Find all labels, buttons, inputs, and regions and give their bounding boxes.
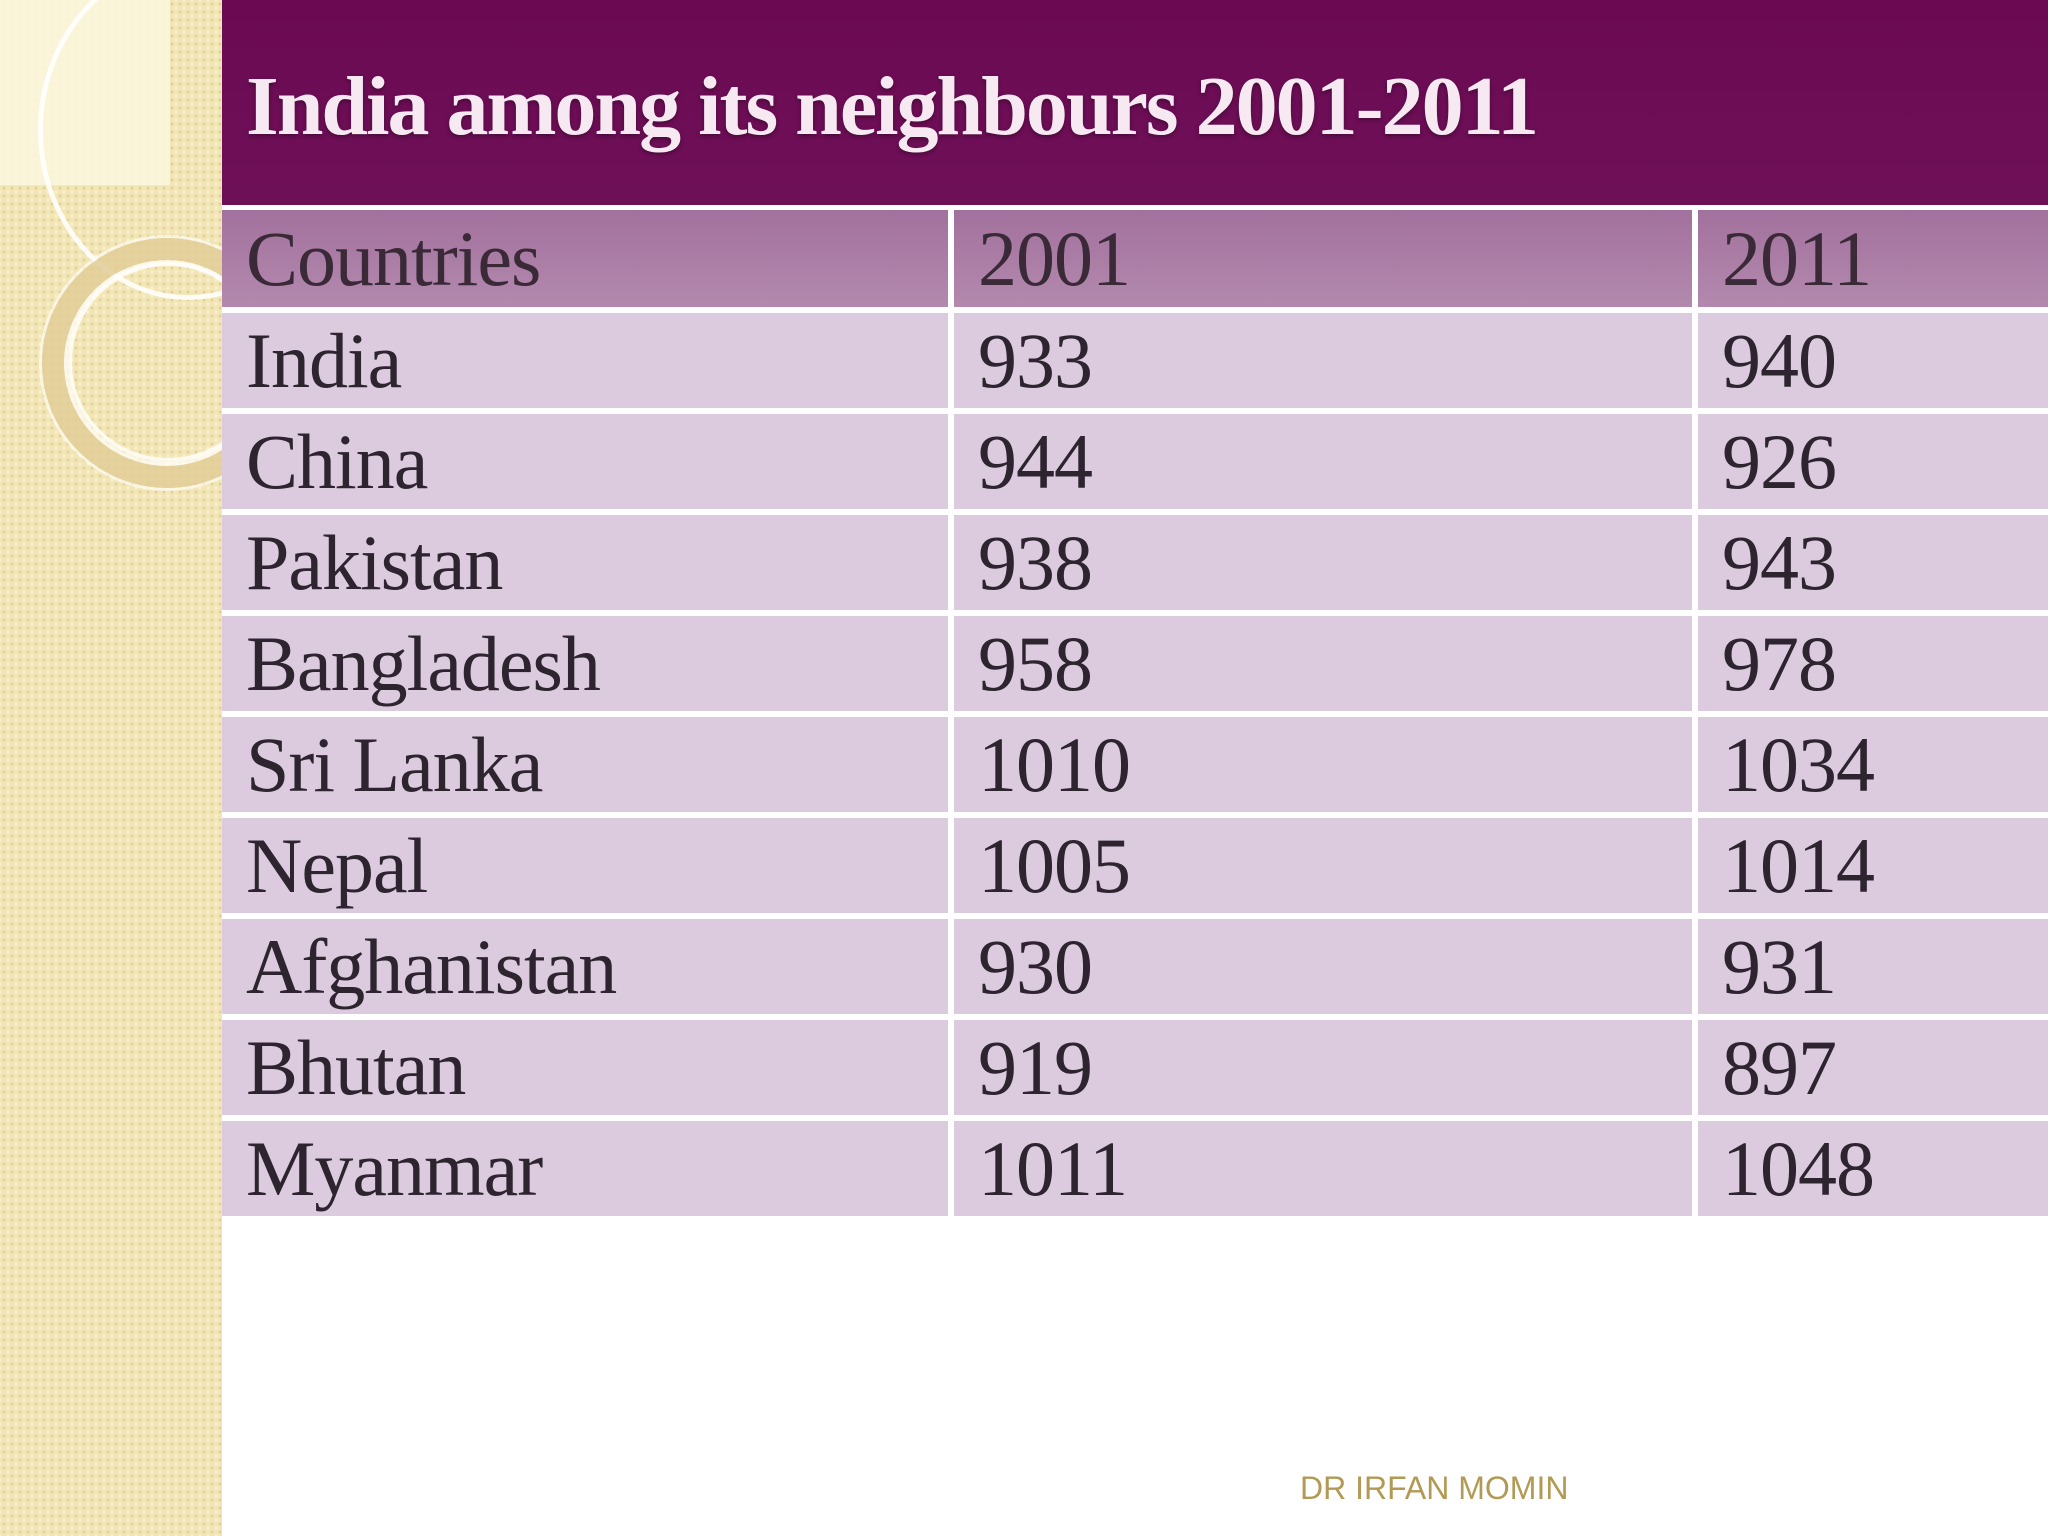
table-row: Pakistan 938 943 — [222, 515, 2048, 610]
country-cell: Afghanistan — [222, 919, 948, 1014]
table-row: China 944 926 — [222, 414, 2048, 509]
table-row: Nepal 1005 1014 — [222, 818, 2048, 913]
header-countries: Countries — [222, 210, 948, 307]
title-bar: India among its neighbours 2001-2011 — [222, 0, 2048, 205]
data-table: Countries 2001 2011 India 933 940 China … — [222, 205, 2048, 1536]
value-2001-cell: 930 — [954, 919, 1692, 1014]
country-cell: Pakistan — [222, 515, 948, 610]
value-2001-cell: 958 — [954, 616, 1692, 711]
table-row: Afghanistan 930 931 — [222, 919, 2048, 1014]
value-2011-cell: 931 — [1698, 919, 2048, 1014]
header-2011: 2011 — [1698, 210, 2048, 307]
table-header-row: Countries 2001 2011 — [222, 210, 2048, 307]
value-2001-cell: 1011 — [954, 1121, 1692, 1216]
value-2011-cell: 940 — [1698, 313, 2048, 408]
table-row: Bhutan 919 897 — [222, 1020, 2048, 1115]
value-2001-cell: 1010 — [954, 717, 1692, 812]
value-2011-cell: 943 — [1698, 515, 2048, 610]
table-row: Sri Lanka 1010 1034 — [222, 717, 2048, 812]
value-2001-cell: 1005 — [954, 818, 1692, 913]
data-table-image: India among its neighbours 2001-2011 Cou… — [222, 0, 2048, 1536]
country-cell: India — [222, 313, 948, 408]
slide-title: India among its neighbours 2001-2011 — [246, 60, 1539, 153]
country-cell: Sri Lanka — [222, 717, 948, 812]
country-cell: Bhutan — [222, 1020, 948, 1115]
value-2011-cell: 897 — [1698, 1020, 2048, 1115]
value-2001-cell: 933 — [954, 313, 1692, 408]
value-2001-cell: 919 — [954, 1020, 1692, 1115]
table-row: Bangladesh 958 978 — [222, 616, 2048, 711]
value-2011-cell: 926 — [1698, 414, 2048, 509]
value-2001-cell: 944 — [954, 414, 1692, 509]
value-2011-cell: 978 — [1698, 616, 2048, 711]
value-2011-cell: 1014 — [1698, 818, 2048, 913]
decorative-side-panel — [0, 0, 338, 1536]
value-2011-cell: 1034 — [1698, 717, 2048, 812]
country-cell: China — [222, 414, 948, 509]
header-2001: 2001 — [954, 210, 1692, 307]
value-2001-cell: 938 — [954, 515, 1692, 610]
value-2011-cell: 1048 — [1698, 1121, 2048, 1216]
author-watermark: DR IRFAN MOMIN — [1300, 1470, 1569, 1506]
table-row: Myanmar 1011 1048 — [222, 1121, 2048, 1216]
country-cell: Myanmar — [222, 1121, 948, 1216]
country-cell: Nepal — [222, 818, 948, 913]
country-cell: Bangladesh — [222, 616, 948, 711]
table-row: India 933 940 — [222, 313, 2048, 408]
